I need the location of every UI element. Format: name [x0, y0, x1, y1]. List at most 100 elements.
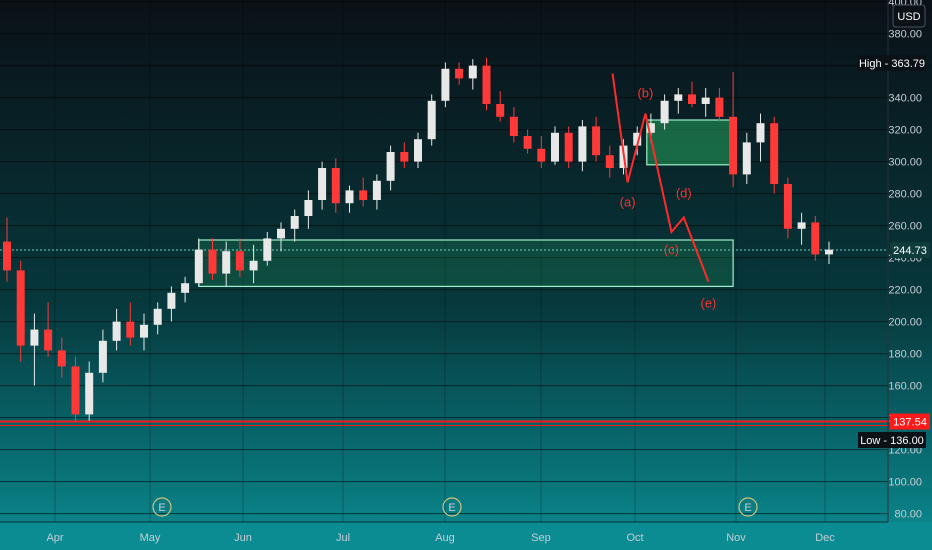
price-tags: USD High - 363.79 244.73 137.54 Low - 13…	[858, 4, 930, 448]
y-tick-label: 100.00	[888, 477, 922, 489]
candle[interactable]	[551, 126, 559, 165]
candle[interactable]	[742, 132, 751, 184]
x-tick-label: Apr	[46, 532, 63, 544]
candle-body	[30, 329, 39, 346]
candle-body	[85, 372, 94, 415]
candle-body	[16, 270, 25, 346]
candle[interactable]	[592, 116, 601, 162]
candle[interactable]	[400, 142, 409, 168]
wave-layer: (a) (b) (c) (d) (e)	[611, 73, 716, 311]
candle[interactable]	[427, 94, 436, 146]
candle[interactable]	[181, 276, 190, 303]
candle[interactable]	[715, 88, 724, 122]
candle[interactable]	[71, 356, 80, 423]
wave-label: (a)	[620, 194, 636, 209]
candle-body	[742, 142, 751, 175]
earnings-marker-ring	[152, 497, 172, 517]
candle[interactable]	[633, 126, 642, 156]
candle[interactable]	[235, 238, 244, 277]
y-tick-label: 280.00	[888, 189, 922, 201]
candle[interactable]	[304, 190, 313, 229]
candle-body	[633, 132, 642, 146]
candle[interactable]	[277, 222, 285, 252]
candle[interactable]	[770, 116, 779, 194]
candle[interactable]	[455, 62, 464, 85]
candle-body	[455, 68, 464, 79]
supply-zone	[646, 119, 734, 166]
candle[interactable]	[359, 177, 368, 207]
candle-body	[71, 366, 80, 415]
candle[interactable]	[729, 72, 738, 188]
candle[interactable]	[701, 88, 710, 117]
candle[interactable]	[825, 241, 833, 264]
candle[interactable]	[660, 94, 669, 130]
candle-body	[304, 200, 313, 216]
candle[interactable]	[331, 158, 340, 213]
candle[interactable]	[797, 212, 806, 245]
candle[interactable]	[578, 120, 587, 172]
candle[interactable]	[345, 185, 354, 213]
candle[interactable]	[249, 244, 258, 284]
candle-body	[140, 324, 148, 338]
candle-body	[701, 97, 710, 104]
candle[interactable]	[222, 241, 231, 287]
candle[interactable]	[783, 177, 792, 239]
candle-body	[44, 329, 53, 351]
wave-label: (d)	[676, 186, 692, 201]
candle[interactable]	[386, 145, 395, 191]
elliott-wave-path	[611, 73, 710, 282]
candle[interactable]	[564, 126, 573, 168]
y-tick-label: 260.00	[888, 221, 922, 233]
candle[interactable]	[372, 174, 381, 210]
candle[interactable]	[290, 209, 299, 242]
candle[interactable]	[674, 88, 683, 114]
candle-body	[98, 340, 107, 373]
candle-body	[345, 190, 354, 204]
candle[interactable]	[30, 313, 39, 386]
candle[interactable]	[98, 329, 107, 383]
candle[interactable]	[263, 232, 272, 266]
candle[interactable]	[85, 361, 94, 421]
candle[interactable]	[194, 238, 203, 287]
candle[interactable]	[318, 161, 327, 210]
earnings-marker-label: E	[448, 502, 455, 514]
currency-badge[interactable]	[892, 4, 926, 28]
candle[interactable]	[167, 286, 176, 322]
candle[interactable]	[756, 113, 765, 162]
earnings-marker[interactable]: E	[152, 497, 172, 517]
candle[interactable]	[509, 107, 518, 143]
y-tick-label: 160.00	[888, 381, 922, 393]
candle[interactable]	[482, 57, 491, 111]
candle[interactable]	[44, 302, 53, 357]
time-axis[interactable]: Apr May Jun Jul Aug Sep Oct Nov Dec	[0, 521, 932, 550]
candle[interactable]	[441, 62, 450, 108]
candle[interactable]	[605, 145, 614, 178]
candle[interactable]	[537, 136, 546, 168]
zones-layer	[198, 119, 734, 288]
candle[interactable]	[16, 260, 25, 362]
candle[interactable]	[153, 302, 162, 335]
candle[interactable]	[523, 129, 532, 154]
candle[interactable]	[811, 216, 820, 261]
candle[interactable]	[112, 308, 121, 351]
candle[interactable]	[468, 59, 477, 90]
candle-body	[811, 222, 820, 255]
x-tick-label: Jun	[234, 532, 252, 544]
candle[interactable]	[140, 313, 148, 351]
candle[interactable]	[688, 81, 696, 108]
candle-body	[400, 152, 409, 162]
earnings-marker-label: E	[158, 502, 165, 514]
candle[interactable]	[414, 132, 422, 168]
candle[interactable]	[57, 337, 66, 378]
candle[interactable]	[208, 238, 217, 280]
candle[interactable]	[3, 217, 11, 282]
candle[interactable]	[126, 302, 135, 346]
earnings-marker[interactable]: E	[738, 497, 758, 517]
candle-body	[126, 321, 135, 338]
earnings-marker-label: E	[744, 502, 751, 514]
candle[interactable]	[496, 91, 505, 122]
earnings-marker[interactable]: E	[442, 497, 462, 517]
